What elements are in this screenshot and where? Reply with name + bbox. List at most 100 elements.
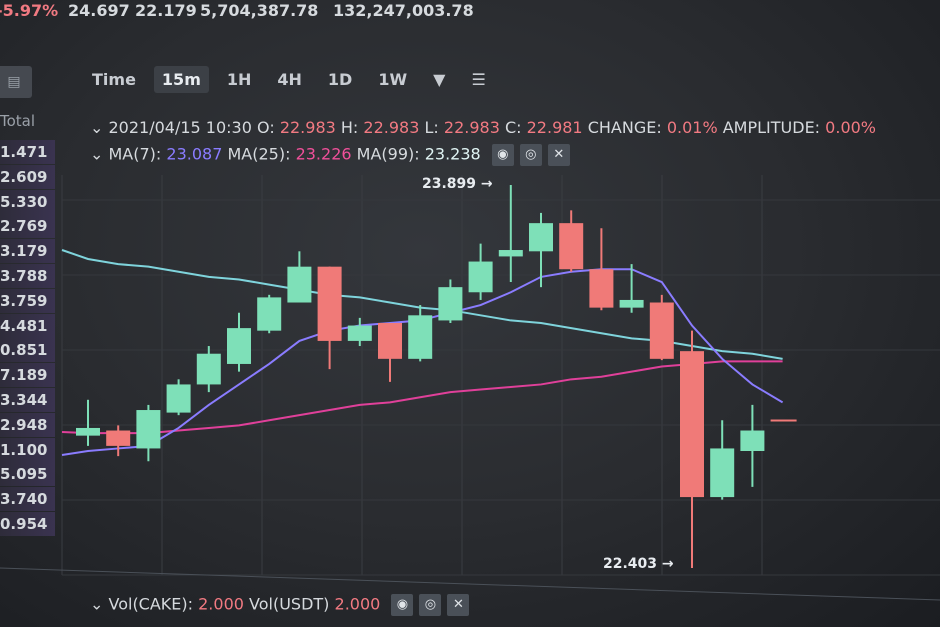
- candle-up: [347, 325, 372, 341]
- change-label: CHANGE:: [587, 118, 662, 137]
- candle-down: [649, 302, 674, 359]
- ma99-value: 23.238: [424, 144, 481, 164]
- candle-down: [317, 266, 342, 341]
- amplitude-value: 0.00%: [825, 118, 876, 137]
- candle-down: [106, 430, 131, 446]
- interval-time[interactable]: Time: [92, 70, 136, 89]
- orderbook-row[interactable]: 2.948: [0, 412, 55, 437]
- interval-15m[interactable]: 15m: [153, 66, 209, 93]
- open-label: O:: [257, 118, 275, 137]
- ma-legend: ⌄ MA(7): 23.087 MA(25): 23.226 MA(99): 2…: [90, 144, 570, 166]
- candle-up: [408, 315, 433, 359]
- candle-down: [770, 419, 797, 422]
- candle-up: [468, 261, 493, 293]
- max-price-label: 23.899: [422, 176, 477, 192]
- candle-up: [438, 287, 463, 321]
- ticker-volume-quote: 132,247,003.78: [333, 1, 474, 20]
- sliders-icon[interactable]: ☰: [471, 70, 486, 89]
- ticker-bar: -5.97% 24.697 22.179 5,704,387.78 132,24…: [0, 0, 940, 26]
- orderbook-row[interactable]: 0.851: [0, 338, 55, 363]
- orderbook-row[interactable]: 4.481: [0, 313, 55, 338]
- ma25-line: [61, 360, 783, 435]
- change-value: 0.01%: [666, 118, 718, 137]
- vol-usdt-value: 2.000: [334, 594, 381, 614]
- orderbook-total-header: Total: [0, 112, 36, 130]
- volume-legend: ⌄ Vol(CAKE): 2.000 Vol(USDT) 2.000 ◉ ◎ ✕: [90, 594, 470, 616]
- interval-1d[interactable]: 1D: [327, 70, 353, 89]
- caret-down-icon[interactable]: ▼: [433, 70, 446, 89]
- orderbook-row[interactable]: 0.954: [0, 512, 55, 536]
- ticker-volume-base: 5,704,387.78: [200, 1, 319, 20]
- ma7-label: MA(7):: [108, 144, 162, 164]
- candle-up: [136, 410, 161, 449]
- high-label: H:: [340, 118, 359, 137]
- min-price-label: 22.403: [603, 556, 658, 572]
- candle-up: [529, 223, 553, 252]
- candle-up: [166, 384, 191, 413]
- low-label: L:: [424, 118, 439, 137]
- ma7-line: [61, 268, 784, 456]
- orderbook-row[interactable]: 3.179: [0, 239, 55, 264]
- orderbook-row[interactable]: 3.788: [0, 264, 55, 288]
- orderbook-row[interactable]: 3.759: [0, 288, 55, 313]
- collapse-chevron-icon[interactable]: ⌄: [90, 144, 104, 164]
- close-icon[interactable]: ✕: [547, 144, 570, 166]
- max-price-annotation: 23.899 →: [422, 176, 493, 192]
- eye-icon[interactable]: ◉: [391, 594, 414, 616]
- candle-down: [559, 223, 584, 270]
- candle-up: [196, 353, 221, 385]
- close-label: C:: [504, 118, 522, 137]
- layout-icon: ▤: [7, 74, 21, 90]
- candle-up: [740, 430, 765, 452]
- candle-down: [378, 322, 402, 359]
- interval-toolbar: Time 15m 1H 4H 1D 1W ▼ ☰: [84, 66, 504, 93]
- interval-1w[interactable]: 1W: [378, 70, 408, 89]
- candle-up: [619, 299, 644, 308]
- eye-icon[interactable]: ◉: [491, 144, 514, 166]
- ticker-low: 22.179: [135, 1, 197, 20]
- ohlc-legend: ⌄ 2021/04/15 10:30 O: 22.983 H: 22.983 L…: [90, 118, 876, 137]
- ticker-high: 24.697: [68, 1, 130, 20]
- ticker-change: -5.97%: [0, 1, 59, 20]
- settings-icon[interactable]: ◎: [519, 144, 542, 166]
- ma99-label: MA(99):: [356, 144, 420, 164]
- vol-cake-label: Vol(CAKE):: [108, 594, 194, 614]
- volume-divider: [0, 567, 940, 601]
- orderbook-row[interactable]: 1.100: [0, 437, 55, 462]
- settings-icon[interactable]: ◎: [419, 594, 442, 616]
- orderbook-row[interactable]: 2.609: [0, 164, 55, 189]
- open-value: 22.983: [279, 118, 336, 137]
- orderbook-row[interactable]: 5.330: [0, 189, 55, 214]
- candle-up: [76, 427, 100, 436]
- ma25-value: 23.226: [295, 144, 352, 164]
- ohlc-datetime: 2021/04/15 10:30: [108, 118, 252, 137]
- collapse-chevron-icon[interactable]: ⌄: [90, 594, 104, 614]
- candle-up: [710, 448, 735, 498]
- candle-up: [498, 250, 523, 257]
- orderbook-row[interactable]: 3.740: [0, 487, 55, 512]
- collapse-chevron-icon[interactable]: ⌄: [90, 118, 104, 137]
- min-price-annotation: 22.403 →: [603, 556, 674, 572]
- interval-1h[interactable]: 1H: [226, 70, 252, 89]
- candle-up: [227, 328, 251, 364]
- orderbook-row[interactable]: 2.769: [0, 214, 55, 239]
- ma25-label: MA(25):: [227, 144, 291, 164]
- amplitude-label: AMPLITUDE:: [722, 118, 821, 137]
- orderbook-row[interactable]: 5.095: [0, 462, 55, 487]
- candle-up: [287, 266, 312, 303]
- orderbook-layout-button[interactable]: ▤: [0, 66, 32, 98]
- vol-cake-value: 2.000: [198, 594, 244, 614]
- ma7-value: 23.087: [166, 144, 223, 164]
- candle-down: [680, 351, 704, 498]
- orderbook-row[interactable]: 1.471: [0, 140, 55, 164]
- candle-down: [589, 269, 614, 308]
- low-value: 22.983: [443, 118, 500, 137]
- close-value: 22.981: [526, 118, 583, 137]
- orderbook-row[interactable]: 7.189: [0, 363, 55, 388]
- interval-4h[interactable]: 4H: [277, 70, 302, 89]
- candle-up: [257, 297, 282, 331]
- close-icon[interactable]: ✕: [447, 594, 470, 616]
- high-value: 22.983: [363, 118, 420, 137]
- orderbook-row[interactable]: 3.344: [0, 388, 55, 412]
